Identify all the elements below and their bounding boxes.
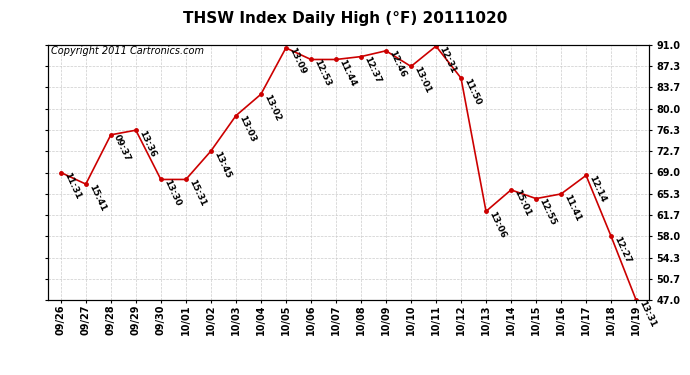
Text: 13:36: 13:36	[137, 129, 157, 159]
Text: 11:41: 11:41	[562, 192, 583, 222]
Text: 12:27: 12:27	[613, 235, 633, 265]
Text: 11:50: 11:50	[462, 76, 482, 106]
Text: 15:01: 15:01	[513, 189, 533, 218]
Text: 15:41: 15:41	[87, 183, 108, 213]
Text: 13:02: 13:02	[262, 93, 282, 123]
Text: 11:31: 11:31	[62, 171, 82, 201]
Text: 15:31: 15:31	[187, 178, 208, 208]
Text: 12:46: 12:46	[387, 50, 408, 79]
Text: 12:53: 12:53	[313, 58, 333, 88]
Text: 13:45: 13:45	[213, 150, 233, 180]
Text: 09:37: 09:37	[112, 134, 132, 163]
Text: 11:44: 11:44	[337, 58, 357, 88]
Text: THSW Index Daily High (°F) 20111020: THSW Index Daily High (°F) 20111020	[183, 11, 507, 26]
Text: 13:01: 13:01	[413, 65, 433, 95]
Text: 12:14: 12:14	[587, 174, 608, 204]
Text: 13:03: 13:03	[237, 114, 257, 144]
Text: 13:31: 13:31	[638, 298, 658, 328]
Text: 13:30: 13:30	[162, 178, 182, 208]
Text: 13:09: 13:09	[287, 46, 308, 76]
Text: 12:37: 12:37	[362, 55, 383, 85]
Text: Copyright 2011 Cartronics.com: Copyright 2011 Cartronics.com	[51, 46, 204, 56]
Text: 13:06: 13:06	[487, 210, 508, 240]
Text: 12:55: 12:55	[538, 197, 558, 227]
Text: 12:31: 12:31	[437, 45, 457, 75]
